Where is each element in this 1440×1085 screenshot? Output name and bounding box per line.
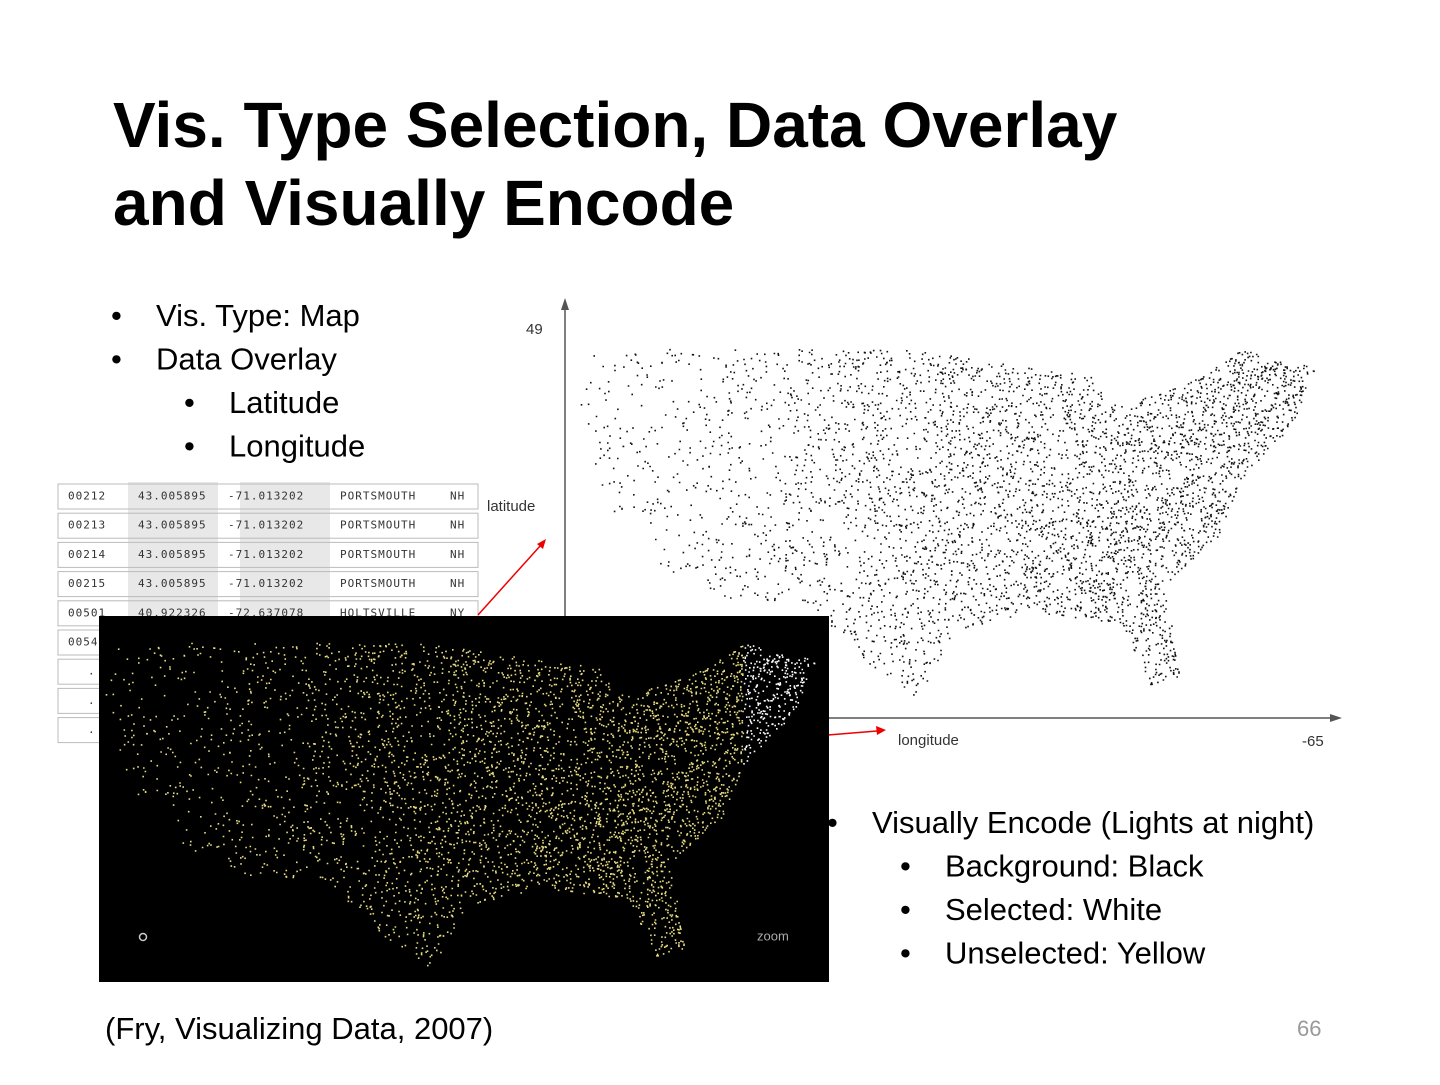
- left-bullets: • Vis. Type: Map • Data Overlay • Latitude • Lo…: [111, 298, 365, 464]
- night-map: zoom: [99, 616, 829, 982]
- night-background: [99, 616, 829, 982]
- bullet-text: Visually Encode (Lights at night): [872, 805, 1314, 840]
- table-cell: .: [88, 694, 96, 707]
- bullet-text: Vis. Type: Map: [156, 298, 360, 333]
- x-right-label: -65: [1302, 733, 1324, 750]
- table-cell: -71.013202: [228, 577, 304, 590]
- arrow: [827, 730, 878, 736]
- table-cell: PORTSMOUTH: [340, 577, 416, 590]
- table-cell: 43.005895: [138, 577, 207, 590]
- zoom-label: zoom: [757, 928, 789, 943]
- map-dots: [580, 348, 1315, 696]
- y-axis-label: latitude: [487, 498, 535, 515]
- table-cell: -71.013202: [228, 548, 304, 561]
- table-row: [57, 571, 479, 598]
- table-cell: 43.005895: [138, 490, 207, 503]
- table-cell: 00215: [68, 577, 106, 590]
- table-cell: 00212: [68, 490, 106, 503]
- table-cell: -71.013202: [228, 490, 304, 503]
- table-cell: PORTSMOUTH: [340, 548, 416, 561]
- bullet-dot: •: [900, 849, 911, 884]
- bullet-text: Latitude: [229, 385, 339, 420]
- table-row: [57, 512, 479, 539]
- arrow-head: [876, 726, 886, 735]
- unselected-dots: [105, 642, 745, 967]
- bullet-dot: •: [184, 385, 195, 420]
- table-cell: NH: [450, 519, 465, 532]
- bullet-dot: •: [827, 805, 838, 840]
- table-cell: 43.005895: [138, 519, 207, 532]
- zoom-circle: [138, 932, 148, 942]
- bullet-dot: •: [184, 429, 195, 464]
- bullet-text: Selected: White: [945, 892, 1162, 927]
- arrow-head: [561, 298, 569, 310]
- table-cell: .: [88, 723, 96, 736]
- table-cell: PORTSMOUTH: [340, 519, 416, 532]
- table-cell: NH: [450, 548, 465, 561]
- table-row: [57, 483, 479, 510]
- table-cell: 00214: [68, 548, 106, 561]
- title-line: and Visually Encode: [113, 167, 734, 239]
- bullet-text: Unselected: Yellow: [945, 936, 1206, 971]
- zip-table: 00212 43.005895 -71.013202 PORTSMOUTH NH 0021…: [57, 482, 479, 744]
- bullet-dot: •: [900, 892, 911, 927]
- selected-dots: [743, 644, 816, 765]
- bullet-text: Data Overlay: [156, 342, 337, 377]
- table-cell: NH: [450, 490, 465, 503]
- y-top-label: 49: [526, 321, 543, 338]
- table-cell: 0054: [68, 636, 99, 649]
- title-line: Vis. Type Selection, Data Overlay: [113, 89, 1118, 161]
- bullet-text: Background: Black: [945, 849, 1204, 884]
- right-bullets: • Visually Encode (Lights at night) • Backg…: [827, 805, 1314, 971]
- arrow: [477, 544, 542, 616]
- arrow-head: [1330, 714, 1342, 722]
- red-arrows: [477, 539, 886, 736]
- table-cell: NH: [450, 577, 465, 590]
- arrow-head: [537, 539, 546, 549]
- table-row: [57, 541, 479, 568]
- x-axis-label: longitude: [898, 732, 959, 749]
- table-cell: 00501: [68, 606, 106, 619]
- table-cell: .: [88, 665, 96, 678]
- table-cell: PORTSMOUTH: [340, 490, 416, 503]
- bullet-text: Longitude: [229, 429, 365, 464]
- bullet-dot: •: [111, 298, 122, 333]
- table-cell: -71.013202: [228, 519, 304, 532]
- page-number: 66: [1297, 1016, 1321, 1041]
- table-cell: 00213: [68, 519, 106, 532]
- citation: (Fry, Visualizing Data, 2007): [105, 1011, 493, 1046]
- table-cell: 43.005895: [138, 548, 207, 561]
- bullet-dot: •: [111, 342, 122, 377]
- bullet-dot: •: [900, 936, 911, 971]
